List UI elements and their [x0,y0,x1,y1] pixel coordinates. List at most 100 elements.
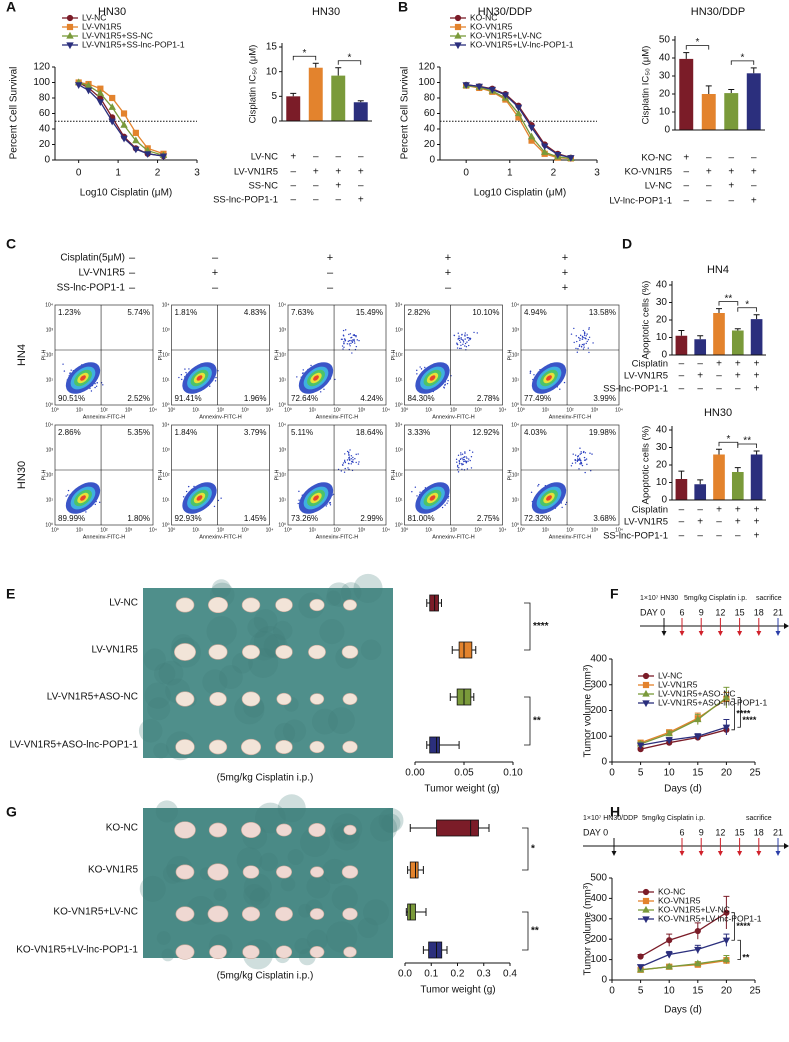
flow-event [458,337,461,339]
flow-event [457,471,460,473]
y-tick-label: 0 [601,757,607,768]
flow-event [465,456,467,458]
flow-tick-label: 10² [512,472,520,478]
quadrant-percent: 2.99% [360,514,383,523]
flow-event [346,343,349,345]
quadrant-percent: 7.63% [291,308,314,317]
condition-sign: + [751,167,757,178]
flow-event [585,342,587,345]
flow-event [302,369,304,371]
category-label: LV-VN1R5+ASO-NC [47,692,138,703]
flow-tick-label: 10² [333,407,341,413]
condition-sign: – [335,195,341,206]
photo-texture [156,931,171,945]
flow-event [459,341,462,343]
flow-event [344,340,347,342]
data-point [108,118,116,126]
y-tick-label: 30 [659,71,671,82]
flow-tick-label: 10³ [279,327,287,333]
flow-density [313,495,319,501]
flow-event [579,337,581,340]
y-axis-label: Apoptotic cells (%) [641,281,652,360]
series-line [640,958,727,971]
x-tick-label: 15 [692,768,704,779]
tumor [241,906,261,922]
condition-sign: – [290,181,296,192]
bar [331,75,346,121]
flow-tick-label: 10¹ [279,497,287,503]
tumor [175,944,195,960]
photo-texture [211,579,231,599]
quadrant-percent: 19.98% [589,428,616,437]
y-tick-label: 40 [656,280,668,291]
flow-density [546,375,552,381]
timeline-arrowhead [756,631,762,636]
bar [713,454,725,500]
flow-event [563,381,566,384]
flow-event [343,459,346,462]
condition-sign: + [754,531,760,542]
flow-event [96,382,98,384]
flow-tick-label: 10¹ [512,377,520,383]
condition-sign: – [735,531,741,542]
legend-label: LV-VN1R5+SS-NC [82,30,153,40]
flow-event [460,347,462,350]
flow-tick-label: 10² [512,352,520,358]
photo-texture [153,742,169,759]
data-point [132,129,139,136]
condition-sign: – [445,282,452,294]
flow-tick-label: 10³ [474,407,482,413]
flow-event [458,347,461,350]
significance-bracket [524,602,531,651]
significance: * [303,48,307,59]
flow-event [578,336,580,339]
flow-tick-label: 10⁴ [511,422,519,428]
tumor [242,644,260,660]
flow-event [341,345,344,347]
flow-event [424,366,426,369]
x-tick-label: 2 [551,168,557,179]
photo-caption: (5mg/kg Cisplatin i.p.) [217,773,314,784]
flow-event [298,499,300,501]
legend-label: LV-VN1R5+SS-lnc-POP1-1 [82,39,185,49]
panel-label: E [6,586,15,602]
flow-event [323,388,325,390]
flow-tick-label: 10² [395,352,403,358]
tumor [275,945,293,959]
flow-tick-label: 10² [566,527,574,533]
condition-sign: + [754,359,760,370]
flow-event [462,459,464,461]
flow-event [583,331,586,333]
flow-event [464,338,466,340]
condition-sign: – [697,505,703,516]
bar [694,484,707,500]
flow-y-label: PI-H [41,349,47,360]
flow-event [571,462,574,464]
flow-density [429,495,436,501]
quadrant-percent: 2.78% [477,394,500,403]
flow-tick-label: 10¹ [162,377,170,383]
box [407,903,416,921]
condition-sign: + [335,167,341,178]
condition-sign: + [716,359,722,370]
flow-event [343,335,345,337]
flow-event [580,461,583,464]
data-point [454,23,462,31]
flow-tick-label: 10¹ [542,527,550,533]
condition-sign: – [751,153,757,164]
flow-tick-label: 10⁰ [517,407,525,413]
category-label: KO-VN1R5+LV-lnc-POP1-1 [16,945,138,956]
bar [694,339,707,355]
legend-label: LV-VN1R5 [658,679,698,689]
quadrant-percent: 3.79% [244,428,267,437]
condition-sign: – [697,531,703,542]
flow-event [462,341,465,343]
flow-tick-label: 10² [217,527,225,533]
photo-texture [158,660,184,686]
data-point [488,86,497,94]
flow-density [80,375,86,381]
data-point [132,136,140,144]
flow-event [576,340,578,343]
flow-tick-label: 10² [46,352,54,358]
photo-texture [143,648,166,671]
